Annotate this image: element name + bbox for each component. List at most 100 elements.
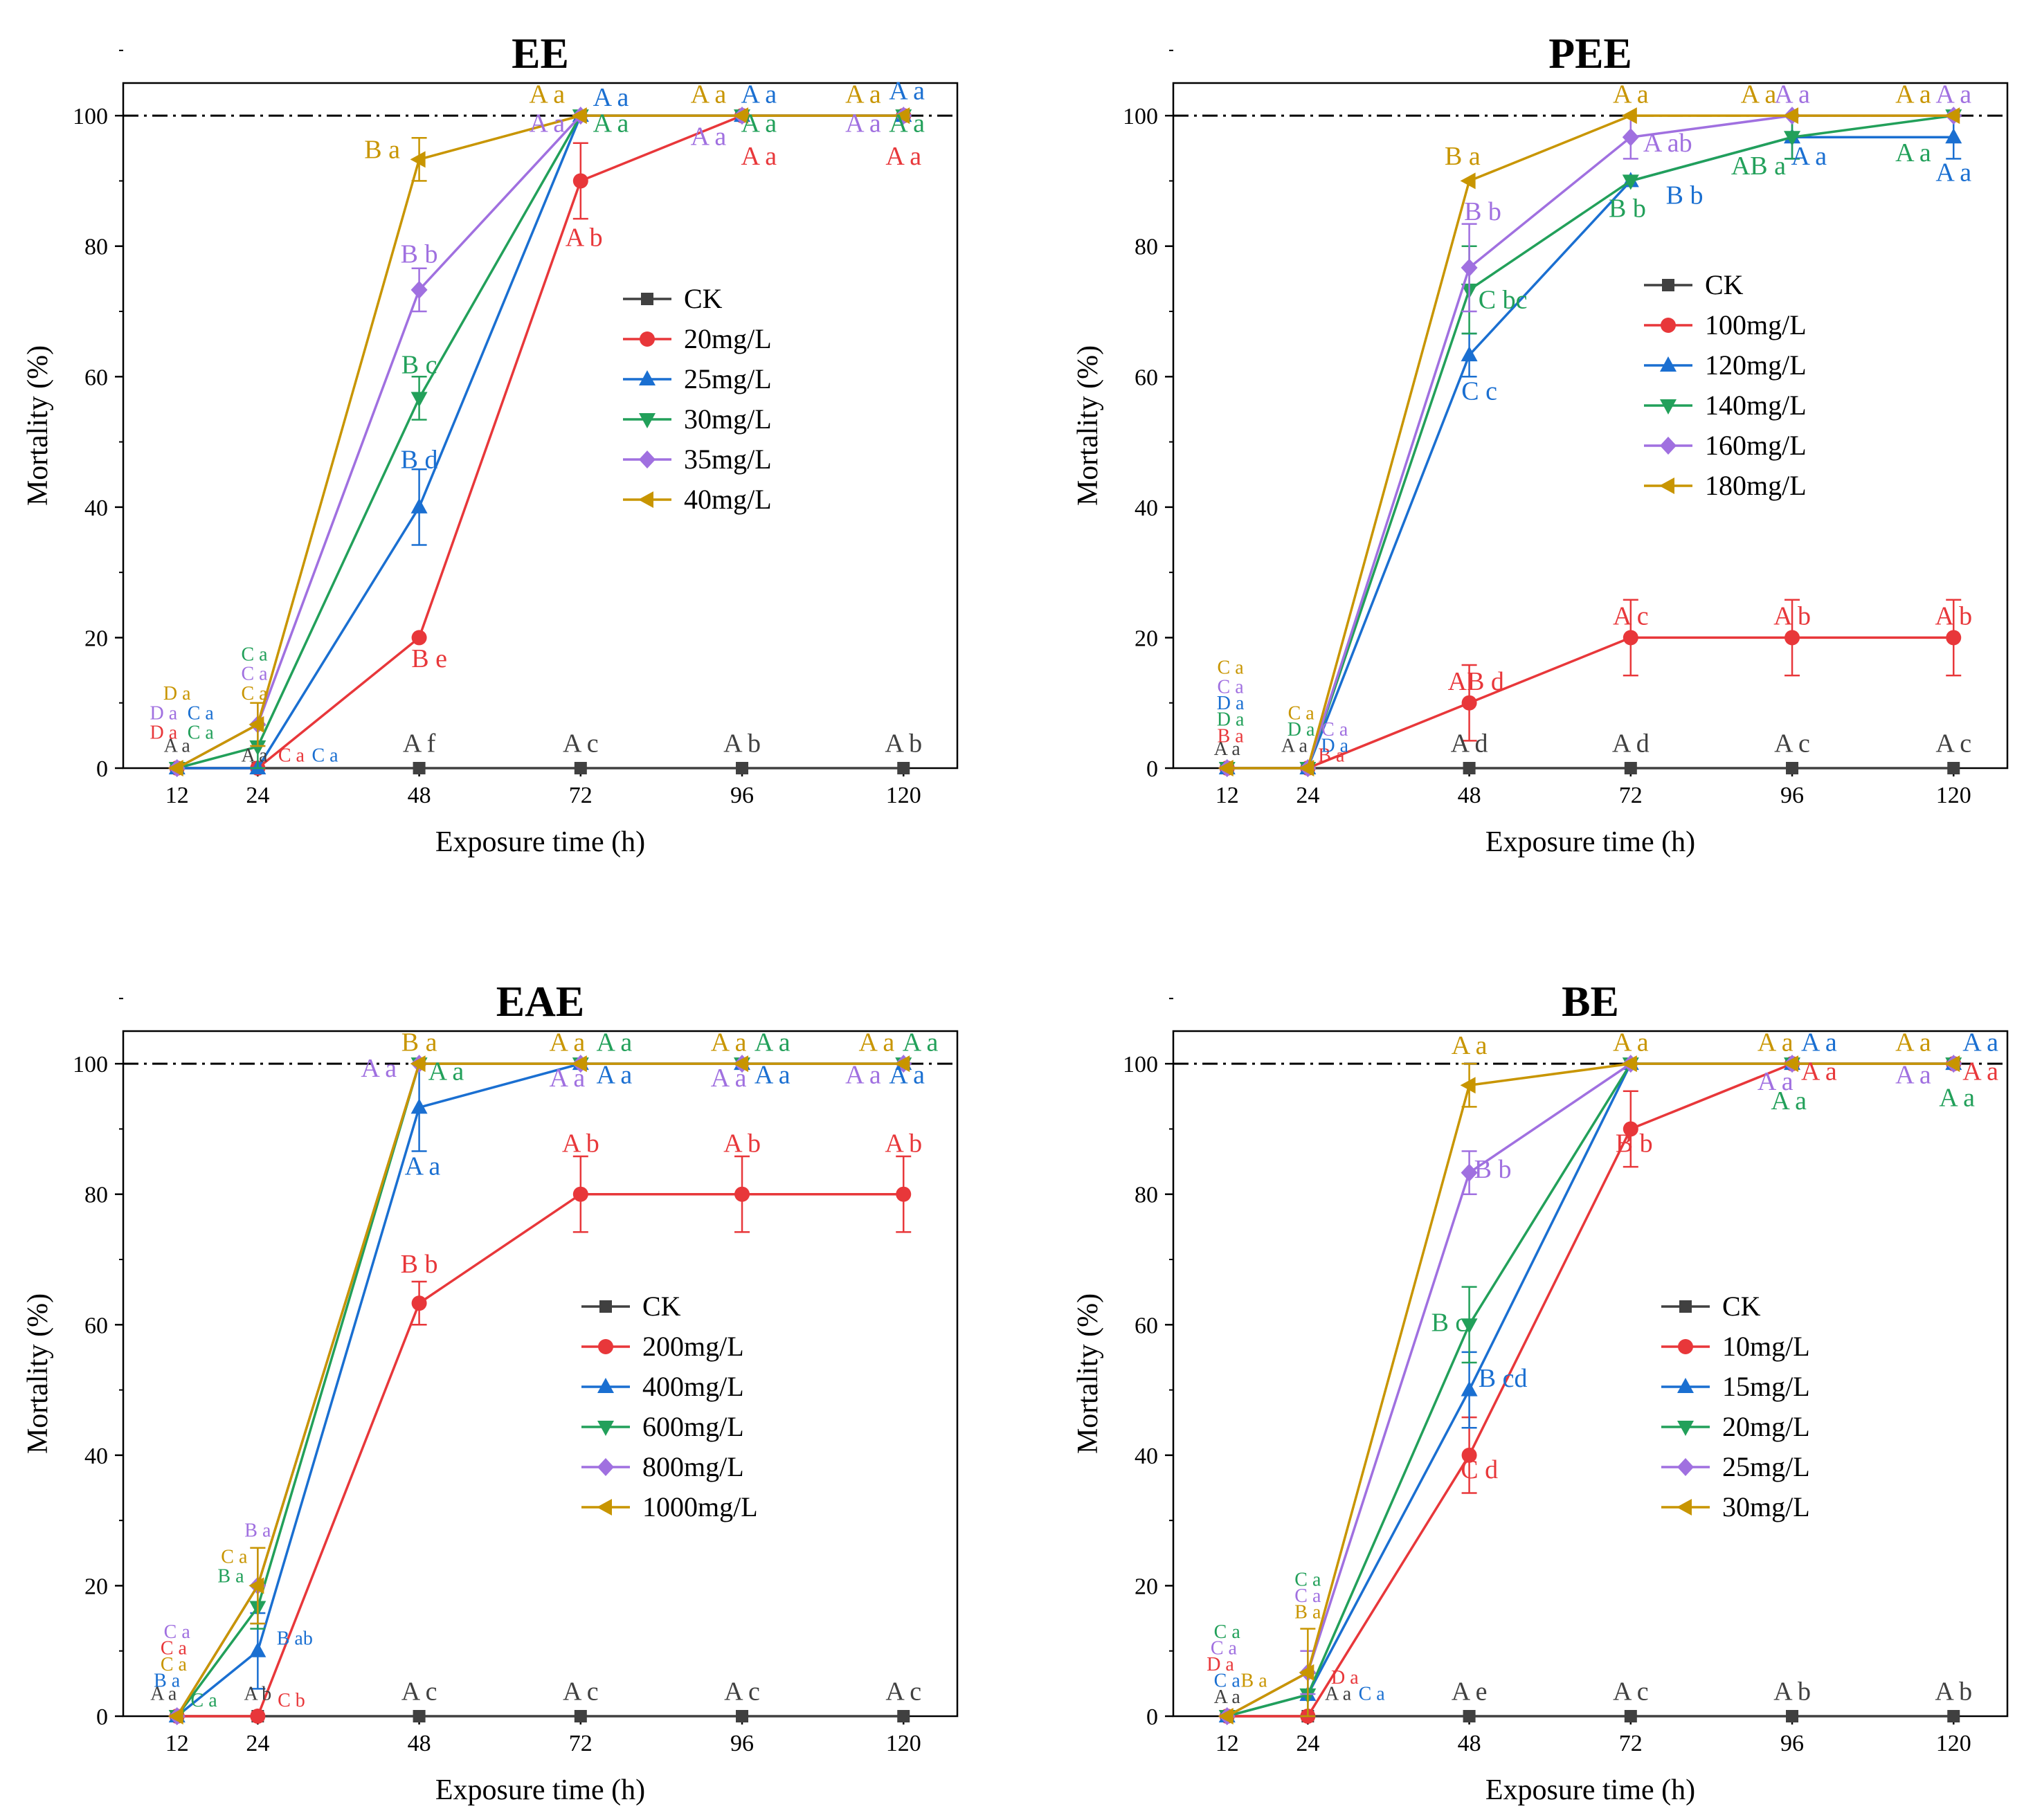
y-tick-label: 0 <box>96 756 108 782</box>
x-tick-label: 72 <box>1619 783 1643 808</box>
legend-label: 20mg/L <box>684 323 772 354</box>
x-tick-label: 120 <box>886 1731 921 1756</box>
data-point <box>1299 760 1314 776</box>
significance-label: B e <box>411 644 447 673</box>
data-point <box>1784 131 1801 147</box>
legend-marker <box>599 1300 612 1313</box>
significance-label: B b <box>401 1250 438 1279</box>
significance-label: A c <box>1774 729 1810 758</box>
data-point <box>572 173 588 189</box>
data-point <box>1460 1077 1476 1094</box>
series-line <box>1227 1062 1954 1718</box>
significance-label: A ab <box>1643 129 1692 158</box>
legend-marker <box>1677 1499 1692 1516</box>
legend-marker <box>1679 1300 1692 1313</box>
data-point <box>1624 762 1637 774</box>
y-tick-label: 80 <box>1135 1183 1158 1208</box>
significance-label: B a <box>364 135 400 164</box>
legend-label: 140mg/L <box>1705 390 1807 421</box>
significance-label: A b <box>885 1129 922 1158</box>
y-tick-label: 60 <box>1135 365 1158 390</box>
significance-label: B cd <box>1479 1364 1528 1393</box>
significance-label: A a <box>1962 1028 1998 1057</box>
series-20mg-per-l <box>169 108 912 776</box>
y-tick-label: 40 <box>1135 495 1158 521</box>
data-point <box>1463 1710 1476 1722</box>
significance-label: A a <box>1801 1028 1837 1057</box>
y-tick-label: 80 <box>84 235 108 260</box>
significance-label: A f <box>403 729 436 758</box>
significance-label: A a <box>1214 1686 1241 1708</box>
data-point <box>1947 1710 1960 1722</box>
data-point <box>1621 1055 1637 1073</box>
significance-label: C a <box>191 1690 218 1711</box>
y-tick-label: 20 <box>84 1574 108 1599</box>
significance-label: A a <box>1771 1086 1807 1116</box>
legend-label: 25mg/L <box>684 363 772 394</box>
significance-label: A a <box>1895 80 1931 109</box>
significance-label: D a <box>1217 709 1245 731</box>
significance-label: C a <box>1218 657 1245 678</box>
legend-marker <box>1662 279 1674 291</box>
significance-label: A a <box>529 80 565 109</box>
significance-label: C a <box>1214 1671 1241 1692</box>
legend: CK 10mg/L 15mg/L 20mg/L 25mg/L 30mg/L <box>1661 1291 1810 1522</box>
data-point <box>1784 630 1800 646</box>
significance-label: B a <box>401 1028 437 1057</box>
significance-label: A a <box>889 77 925 106</box>
legend-label: 180mg/L <box>1705 470 1807 501</box>
significance-label: C a <box>1211 1637 1238 1659</box>
significance-label: B a <box>1294 1602 1321 1623</box>
significance-label: A a <box>845 109 881 138</box>
significance-label: A b <box>1935 1677 1972 1706</box>
significance-label: C bc <box>1479 285 1528 314</box>
legend-marker <box>638 491 653 508</box>
significance-label: A a <box>711 1064 747 1093</box>
x-tick-label: 96 <box>730 1731 754 1756</box>
significance-label: A a <box>1939 1083 1975 1112</box>
data-point <box>572 1186 588 1202</box>
data-point <box>1461 695 1477 711</box>
series-140mg-per-l <box>1218 109 1962 777</box>
significance-label: A a <box>1935 80 1971 109</box>
significance-label: A a <box>1962 1057 1998 1086</box>
significance-label: B a <box>1218 725 1245 747</box>
data-point <box>1947 762 1960 774</box>
significance-label: C d <box>1461 1455 1498 1484</box>
series-ck <box>170 1710 910 1722</box>
legend-marker <box>1660 437 1677 455</box>
significance-label: D a <box>1217 693 1245 714</box>
significance-label: A a <box>1935 158 1971 187</box>
legend-label: 120mg/L <box>1705 349 1807 381</box>
significance-label: A a <box>1895 1028 1931 1057</box>
series-600mg-per-l <box>168 1057 912 1725</box>
significance-label: C a <box>241 644 268 665</box>
chart-title: EAE <box>496 979 584 1026</box>
data-point <box>894 1055 910 1073</box>
data-point <box>574 762 587 774</box>
significance-label: B a <box>154 1671 181 1692</box>
significance-label: C a <box>1321 719 1348 740</box>
data-point <box>411 630 427 646</box>
significance-label: D a <box>150 702 177 724</box>
legend-marker <box>1660 399 1677 415</box>
significance-label: C a <box>1359 1683 1386 1704</box>
significance-label: C a <box>1214 1621 1241 1643</box>
data-point <box>1783 107 1799 125</box>
x-axis-label: Exposure time (h) <box>1485 826 1695 858</box>
legend-marker <box>1661 318 1676 333</box>
significance-label: A a <box>1774 80 1810 109</box>
series-40mg-per-l <box>168 107 910 776</box>
significance-label: B b <box>1609 194 1646 223</box>
y-tick-label: 40 <box>84 495 108 521</box>
significance-label: A e <box>1452 1677 1488 1706</box>
significance-label: B a <box>1445 142 1481 171</box>
y-axis-label: Mortality (%) <box>22 345 54 506</box>
y-tick-label: 80 <box>1135 235 1158 260</box>
series-line <box>177 1192 904 1718</box>
significance-label: A b <box>723 729 761 758</box>
significance-label: A a <box>1741 80 1777 109</box>
series-1000mg-per-l <box>168 1055 910 1725</box>
legend: CK 100mg/L 120mg/L 140mg/L 160mg/L 180mg/L <box>1644 269 1807 501</box>
